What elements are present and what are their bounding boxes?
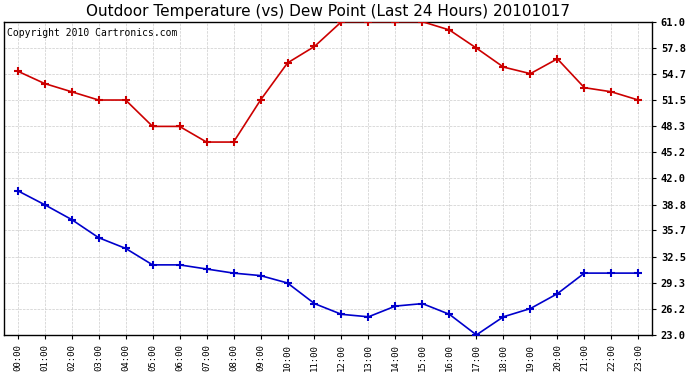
- Title: Outdoor Temperature (vs) Dew Point (Last 24 Hours) 20101017: Outdoor Temperature (vs) Dew Point (Last…: [86, 4, 570, 19]
- Text: Copyright 2010 Cartronics.com: Copyright 2010 Cartronics.com: [8, 28, 178, 38]
